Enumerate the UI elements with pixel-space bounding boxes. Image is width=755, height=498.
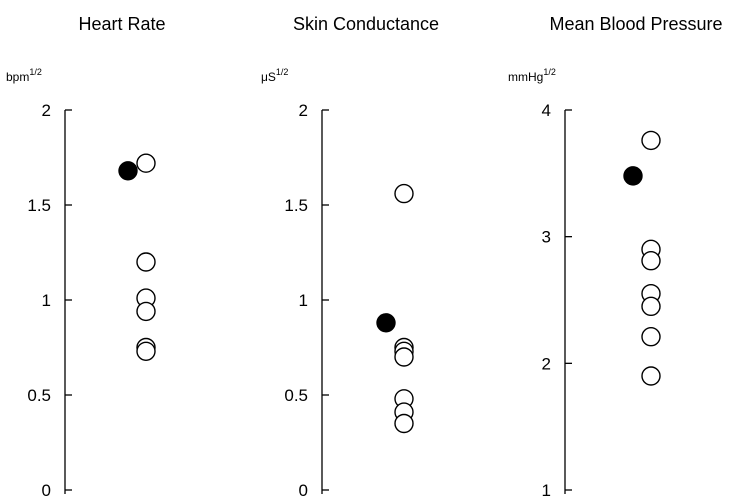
data-point-open [394, 413, 414, 434]
data-point-open [641, 251, 661, 271]
y-tick-label: 2 [299, 101, 308, 120]
chart-title: Skin Conductance [293, 14, 439, 34]
panel-skin-conductance: Skin Conductance μS1/2 0 0.5 1 1.5 2 [261, 14, 439, 498]
y-tick-label: 1 [42, 291, 51, 310]
y-axis-ticks: 0 0.5 1 1.5 2 [27, 101, 72, 498]
data-points [623, 130, 661, 386]
y-tick-label: 2 [542, 354, 551, 373]
y-tick-label: 3 [542, 228, 551, 247]
y-tick-label: 1 [542, 481, 551, 498]
data-point-filled [118, 161, 138, 181]
data-point-open [641, 296, 661, 317]
y-axis-unit-label: bpm1/2 [6, 67, 42, 84]
y-tick-label: 2 [42, 101, 51, 120]
data-points [118, 153, 156, 361]
data-point-open [641, 130, 661, 151]
chart-title: Mean Blood Pressure [549, 14, 722, 34]
data-point-open [136, 252, 156, 272]
y-axis-ticks: 0 0.5 1 1.5 2 [284, 101, 329, 498]
data-point-open [394, 347, 414, 367]
data-point-open [641, 366, 661, 386]
data-points [376, 183, 414, 434]
y-tick-label: 0 [42, 481, 51, 498]
data-point-open [136, 341, 156, 361]
data-point-open [136, 153, 156, 173]
y-tick-label: 4 [542, 101, 551, 120]
y-axis-unit-label: mmHg1/2 [508, 67, 556, 84]
data-point-open [641, 327, 661, 347]
y-tick-label: 0 [299, 481, 308, 498]
data-point-open [394, 183, 414, 204]
data-point-filled [623, 166, 643, 186]
y-axis-unit-label: μS1/2 [261, 67, 288, 84]
panel-heart-rate: Heart Rate bpm1/2 0 0.5 1 1.5 2 [6, 14, 166, 498]
y-tick-label: 1 [299, 291, 308, 310]
data-point-open [136, 301, 156, 322]
panel-mean-blood-pressure: Mean Blood Pressure mmHg1/2 1 2 3 4 [508, 14, 723, 498]
y-tick-label: 0.5 [284, 386, 308, 405]
y-axis-ticks: 1 2 3 4 [542, 101, 572, 498]
y-tick-label: 1.5 [27, 196, 51, 215]
y-tick-label: 1.5 [284, 196, 308, 215]
chart-title: Heart Rate [78, 14, 165, 34]
data-point-filled [376, 313, 396, 333]
y-tick-label: 0.5 [27, 386, 51, 405]
